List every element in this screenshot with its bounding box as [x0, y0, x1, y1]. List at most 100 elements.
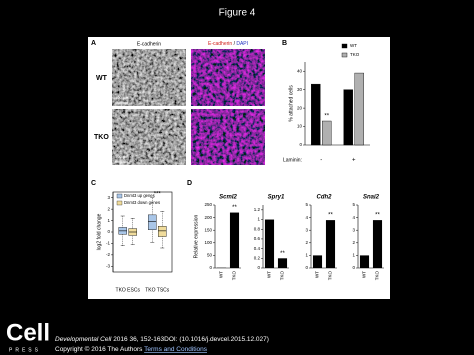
x-tick-label: +	[352, 158, 356, 164]
y-axis-label: % attached cells	[288, 85, 294, 122]
significance: **	[324, 114, 329, 120]
bar	[264, 219, 275, 268]
box	[148, 214, 157, 230]
y-tick-label: 0.8	[254, 226, 261, 231]
chart-title: Spry1	[268, 195, 285, 201]
y-tick-label: 3	[305, 227, 308, 232]
y-tick-label: 3	[107, 195, 110, 200]
page-title: Figure 4	[219, 8, 256, 19]
significance: **	[328, 213, 333, 219]
column-header: E-cadherin	[137, 41, 161, 47]
y-tick-label: 1.2	[254, 207, 261, 212]
y-tick-label: 0.2	[254, 255, 261, 260]
micrograph	[191, 109, 265, 165]
legend-swatch	[116, 193, 123, 199]
micrograph	[112, 109, 186, 165]
column-header: E-cadherin / DAPI	[208, 41, 248, 47]
bar	[343, 89, 353, 146]
y-tick-label: 50	[207, 253, 213, 258]
figure: 100 µm 100 µm A E-cadherin E-cadherin / …	[91, 40, 384, 293]
micrograph	[191, 49, 265, 106]
y-tick-label: 1	[305, 253, 308, 258]
y-tick-label: 40	[297, 68, 303, 73]
y-tick-label: 1	[257, 217, 260, 222]
scale-bar-label: 100 µm	[115, 95, 129, 100]
y-tick-label: 4	[352, 215, 355, 220]
y-tick-label: 10	[297, 124, 303, 129]
y-tick-label: 1	[107, 218, 110, 223]
bar	[322, 120, 332, 146]
chart-title: Scml2	[219, 195, 237, 201]
x-tick-label: WT	[362, 271, 367, 278]
logo: Cell	[6, 319, 50, 346]
panel-label: C	[91, 180, 96, 187]
y-tick-label: -1	[106, 241, 110, 246]
y-tick-label: 2	[107, 206, 110, 211]
x-tick-label: WT	[315, 271, 320, 278]
y-tick-label: 0	[257, 265, 260, 270]
logo-sub: PRESS	[9, 347, 41, 353]
y-tick-label: 5	[352, 202, 355, 207]
x-tick-label: TKO TSCs	[145, 287, 170, 293]
x-tick-label: TKO	[280, 271, 285, 281]
row-label: TKO	[94, 134, 109, 141]
y-axis-label: log2 fold change	[96, 213, 102, 250]
y-tick-label: -2	[106, 252, 110, 257]
bar	[372, 220, 383, 268]
y-tick-label: 3	[352, 227, 355, 232]
legend-swatch	[341, 43, 348, 49]
terms-link[interactable]: Terms and Conditions	[144, 346, 208, 353]
bar	[312, 255, 323, 268]
x-tick-label: -	[320, 158, 322, 164]
y-tick-label: 0	[305, 265, 308, 270]
x-axis-title: Laminin:	[283, 157, 302, 163]
y-tick-label: 0	[299, 142, 302, 147]
y-tick-label: 1	[352, 253, 355, 258]
y-tick-label: 5	[305, 202, 308, 207]
row-label: WT	[96, 75, 108, 82]
y-tick-label: 0.4	[254, 246, 261, 251]
y-tick-label: 0	[352, 265, 355, 270]
bar	[325, 220, 336, 268]
y-tick-label: 150	[204, 227, 212, 232]
x-tick-label: TKO	[375, 271, 380, 281]
bar	[354, 72, 364, 146]
y-tick-label: 2	[305, 240, 308, 245]
bar	[311, 83, 321, 146]
significance: **	[375, 213, 380, 219]
legend-label: Dnmt3 up genes	[124, 193, 155, 198]
legend-swatch	[341, 52, 348, 58]
y-tick-label: 0	[107, 229, 110, 234]
panel-label: B	[282, 40, 287, 47]
chart-title: Cdh2	[317, 195, 333, 201]
citation: Developmental Cell 2016 36, 152-163DOI: …	[55, 336, 269, 343]
scale-bar-label: 100 µm	[115, 154, 129, 159]
significance: **	[232, 205, 237, 211]
x-tick-label: TKO	[328, 271, 333, 281]
y-axis-label: Relative expression	[193, 214, 199, 258]
y-tick-label: 30	[297, 87, 303, 92]
y-tick-label: 20	[297, 105, 303, 110]
bar	[277, 258, 288, 268]
significance: **	[280, 251, 285, 257]
panel-label: D	[187, 180, 192, 187]
legend-swatch	[116, 200, 123, 206]
box	[158, 226, 167, 237]
y-tick-label: 2	[352, 240, 355, 245]
bar	[359, 255, 370, 268]
chart-title: Snai2	[363, 195, 380, 201]
x-tick-label: TKO ESCs	[116, 287, 141, 293]
y-tick-label: 4	[305, 215, 308, 220]
legend-label: TKO	[350, 52, 360, 57]
y-tick-label: -3	[106, 263, 110, 268]
y-tick-label: 0.6	[254, 236, 261, 241]
y-tick-label: 0	[209, 265, 212, 270]
panel-label: A	[91, 40, 96, 47]
legend-label: Dnmt3 down genes	[124, 200, 160, 205]
significance: ***	[154, 191, 162, 197]
copyright: Copyright © 2016 The Authors Terms and C…	[55, 345, 208, 353]
bar	[229, 212, 240, 268]
y-tick-label: 250	[204, 202, 212, 207]
micrograph	[112, 49, 186, 106]
